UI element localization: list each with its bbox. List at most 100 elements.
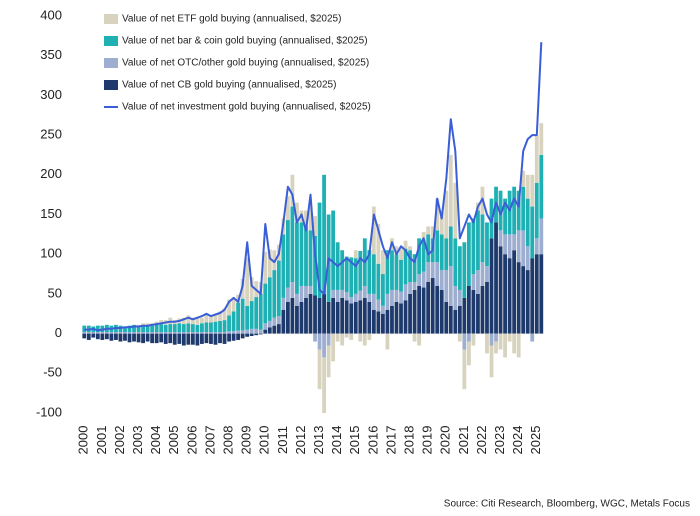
bar-segment [231,331,236,334]
bar-segment [376,311,381,334]
bar-segment [489,333,494,346]
bar-segment [381,313,385,334]
bar-segment [272,317,277,326]
bar-segment [340,333,345,346]
bar-segment [150,325,155,333]
bar-segment [227,333,231,342]
bar-segment [276,316,281,325]
x-tick-label: 2010 [257,426,272,455]
bar-segment [313,333,317,342]
bar-segment [371,293,376,310]
x-tick-label: 2015 [347,426,362,455]
bar-segment [132,333,136,342]
x-tick-label: 2019 [420,426,435,455]
bar-segment [476,210,480,271]
bar-segment [408,246,412,251]
bar-segment [127,325,132,333]
bar-segment [344,292,349,301]
bar-segment [362,285,367,298]
bar-segment [539,123,544,155]
bar-segment [249,301,254,329]
bar-segment [367,333,372,340]
bar-segment [258,333,263,335]
x-tick-label: 2005 [166,426,181,455]
bar-segment [177,323,182,333]
y-tick-label: -50 [43,365,62,380]
bar-segment [367,293,372,302]
bar-segment [494,341,498,354]
bar-segment [258,329,263,334]
bar-segment [118,333,123,342]
bar-segment [498,333,503,350]
bar-segment [123,333,127,341]
bar-segment [159,320,164,325]
bar-segment [476,293,480,334]
bar-segment [376,299,381,312]
bar-segment [213,313,218,322]
bar-segment [254,328,259,334]
bar-segment [521,170,526,187]
bar-segment [82,333,87,339]
bar-segment [132,332,136,334]
bar-segment [136,332,141,334]
bar-segment [295,293,299,306]
bar-segment [539,218,544,255]
x-tick-label: 2000 [76,426,91,455]
x-tick-label: 2017 [383,426,398,455]
bar-segment [231,311,236,332]
bar-segment [209,333,213,344]
bar-segment [448,226,453,267]
bar-segment [145,332,150,334]
y-tick-label: 250 [40,127,62,142]
bar-segment [466,285,471,334]
bar-segment [444,301,449,334]
bar-segment [525,174,530,199]
bar-segment [181,333,186,346]
bar-segment [340,297,345,334]
bar-segment [471,333,476,346]
bar-segment [181,332,186,334]
bar-segment [82,325,87,333]
bar-segment [430,262,435,279]
bar-segment [267,249,272,278]
bar-segment [186,323,191,333]
x-tick-label: 2006 [184,426,199,455]
bar-segment [240,330,245,334]
bar-segment [371,309,376,334]
bar-segment [95,333,100,340]
bar-segment [222,332,227,334]
bar-segment [317,297,322,334]
bar-segment [285,287,290,302]
bar-segment [285,220,290,288]
x-tick-label: 2012 [293,426,308,455]
bar-segment [539,154,544,219]
bar-segment [534,135,539,183]
bar-segment [444,270,449,302]
bar-segment [516,190,521,231]
bar-segment [272,325,277,334]
bar-segment [245,329,250,334]
bar-segment [213,332,218,334]
bar-segment [466,341,471,366]
bar-segment [123,332,127,334]
bar-segment [412,281,417,290]
y-tick-label: 300 [40,87,62,102]
bar-segment [195,332,200,334]
bar-segment [236,302,241,331]
bar-segment [231,333,236,341]
bar-segment [421,231,426,240]
x-tick-label: 2014 [329,426,344,455]
bar-segment [100,333,105,340]
bar-segment [186,315,191,324]
bar-segment [480,285,485,334]
bar-segment [358,300,363,334]
bar-segment [290,174,295,207]
bar-segment [485,333,489,354]
x-tick-label: 2021 [456,426,471,455]
bar-segment [353,293,358,302]
bar-segment [439,210,444,235]
bar-segment [399,259,403,292]
bar-segment [417,238,422,275]
bar-segment [358,251,363,291]
bar-segment [430,226,435,239]
